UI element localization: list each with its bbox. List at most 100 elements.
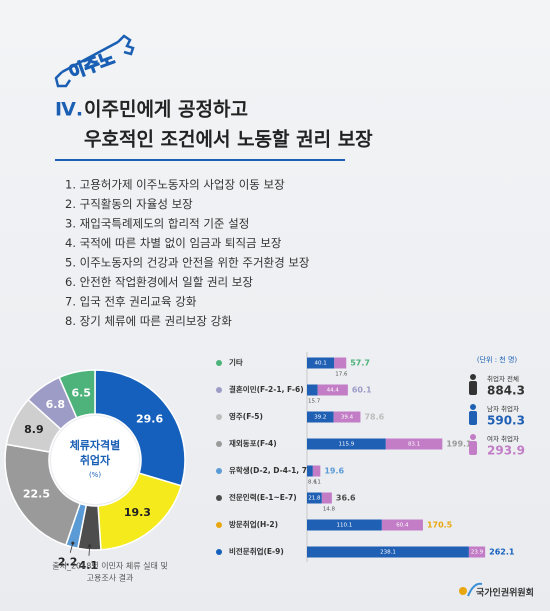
logo-mark (459, 587, 467, 595)
bar-value: 238.1 (380, 550, 396, 556)
title: 이주민에게 공정하고 (84, 99, 248, 121)
bar-segment (307, 357, 335, 369)
category-dot (216, 360, 222, 366)
bar-segment (307, 465, 313, 477)
bar-value: 39.2 (314, 415, 326, 421)
donut-center (51, 416, 139, 504)
list-item: 5. 이주노동자의 건강과 안전을 위한 주거환경 보장 (65, 256, 310, 270)
title: 우호적인 조건에서 노동할 권리 보장 (84, 128, 373, 151)
bar-value: 8.6 (308, 480, 317, 486)
slice-label: 8.9 (24, 423, 44, 436)
summary-label: 남자 취업자 (487, 404, 519, 413)
bar-segment (321, 492, 332, 504)
bar-value: 115.9 (339, 442, 355, 448)
summary-value: 884.3 (487, 384, 525, 398)
bar-value: 11 (314, 480, 321, 486)
summary-value: 293.9 (487, 444, 525, 458)
person-icon (470, 404, 476, 410)
category-label: 영주(F-5) (229, 411, 263, 421)
summary-value: 590.3 (487, 414, 525, 428)
donut-slice (94, 369, 186, 487)
bar-segment (307, 519, 382, 531)
leader-dot (88, 544, 92, 548)
person-icon (469, 441, 477, 455)
total-label: 78.6 (364, 413, 384, 422)
category-label: 유학생(D-2, D-4-1, 7) (229, 465, 310, 475)
list-item: 6. 안전한 작업환경에서 일할 권리 보장 (65, 275, 253, 289)
list-item: 3. 재입국특례제도의 합리적 기준 설정 (65, 217, 249, 231)
category-dot (216, 387, 222, 393)
bar-segment (312, 465, 321, 477)
total-label: 19.6 (324, 467, 344, 476)
bar-segment (307, 384, 318, 396)
donut-title: 체류자격별 (70, 438, 121, 452)
category-label: 재외동포(F-4) (229, 438, 277, 448)
summary-label: 취업자 전체 (487, 374, 519, 383)
bar-value: 44.4 (327, 388, 340, 394)
slice-label: 19.3 (124, 506, 151, 519)
category-dot (216, 522, 222, 528)
title-numeral: Ⅳ. (55, 99, 83, 121)
logo-mark (467, 582, 483, 597)
logo: 국가인권위원회 (476, 587, 534, 599)
unit: (단위 : 천 명) (477, 355, 518, 364)
bar-segment (385, 438, 443, 450)
category-label: 결혼이민(F-2-1, F-6) (229, 384, 304, 394)
total-label: 57.7 (350, 359, 370, 368)
bar-value: 110.1 (337, 523, 353, 529)
bar-value: 23.9 (471, 550, 484, 556)
bar-chart: 기타 40.1 17.657.7 결혼이민(F-2-1, F-6) 15.7 44.4 60… (216, 357, 515, 558)
slice-label: 4.1 (79, 559, 99, 572)
bar-segment (334, 357, 347, 369)
donut-slice (4, 443, 82, 547)
bar-segment (468, 546, 486, 558)
category-dot (216, 441, 222, 447)
wrench-icon (54, 34, 135, 88)
bar-value: 40.1 (315, 361, 327, 367)
list-item: 7. 입국 전후 권리교육 강화 (65, 295, 197, 309)
source: 출처_2018년 이민자 체류 실태 및 (52, 561, 168, 571)
source: 고용조사 결과 (87, 573, 134, 583)
category-label: 방문취업(H-2) (229, 519, 278, 529)
slice-label: 22.5 (23, 488, 50, 501)
total-label: 262.1 (489, 548, 515, 557)
bar-segment (333, 411, 361, 423)
list-item: 4. 국적에 따른 차별 없이 임금과 퇴직금 보장 (65, 236, 282, 250)
leader-line (69, 542, 74, 553)
category-label: 전문인력(E-1~E-7) (229, 492, 297, 502)
category-label: 비전문취업(E-9) (229, 546, 284, 556)
bar-value: 39.4 (341, 415, 354, 421)
person-icon (469, 381, 477, 395)
list: 1. 고용허가제 이주노동자의 사업장 이동 보장 2. 구직활동의 자율성 보장… (65, 178, 310, 329)
total-label: 60.1 (352, 386, 372, 395)
slice-label: 2.2 (58, 555, 78, 568)
slice-label: 6.8 (46, 398, 66, 411)
category-label: 기타 (229, 357, 243, 367)
list-item: 1. 고용허가제 이주노동자의 사업장 이동 보장 (65, 178, 285, 192)
person-icon (469, 411, 477, 425)
person-icon (470, 434, 476, 440)
donut-slice (58, 369, 96, 419)
bar-value: 14.8 (323, 507, 336, 513)
icon-text: 이주노 (67, 48, 118, 83)
bar-segment (307, 411, 334, 423)
leader-dot (71, 541, 75, 545)
bar-value: 21.8 (308, 496, 321, 502)
category-dot (216, 549, 222, 555)
summary-label: 여자 취업자 (487, 434, 519, 443)
leader-line (88, 545, 90, 556)
slice-label: 6.5 (71, 386, 91, 399)
bar-value: 17.6 (335, 372, 348, 378)
bar-segment (307, 546, 469, 558)
category-dot (216, 468, 222, 474)
category-dot (216, 495, 222, 501)
slice-label: 29.6 (136, 412, 163, 425)
bar-value: 83.1 (408, 442, 420, 448)
total-label: 199.1 (446, 440, 472, 449)
bar-segment (381, 519, 423, 531)
bar-segment (307, 492, 322, 504)
